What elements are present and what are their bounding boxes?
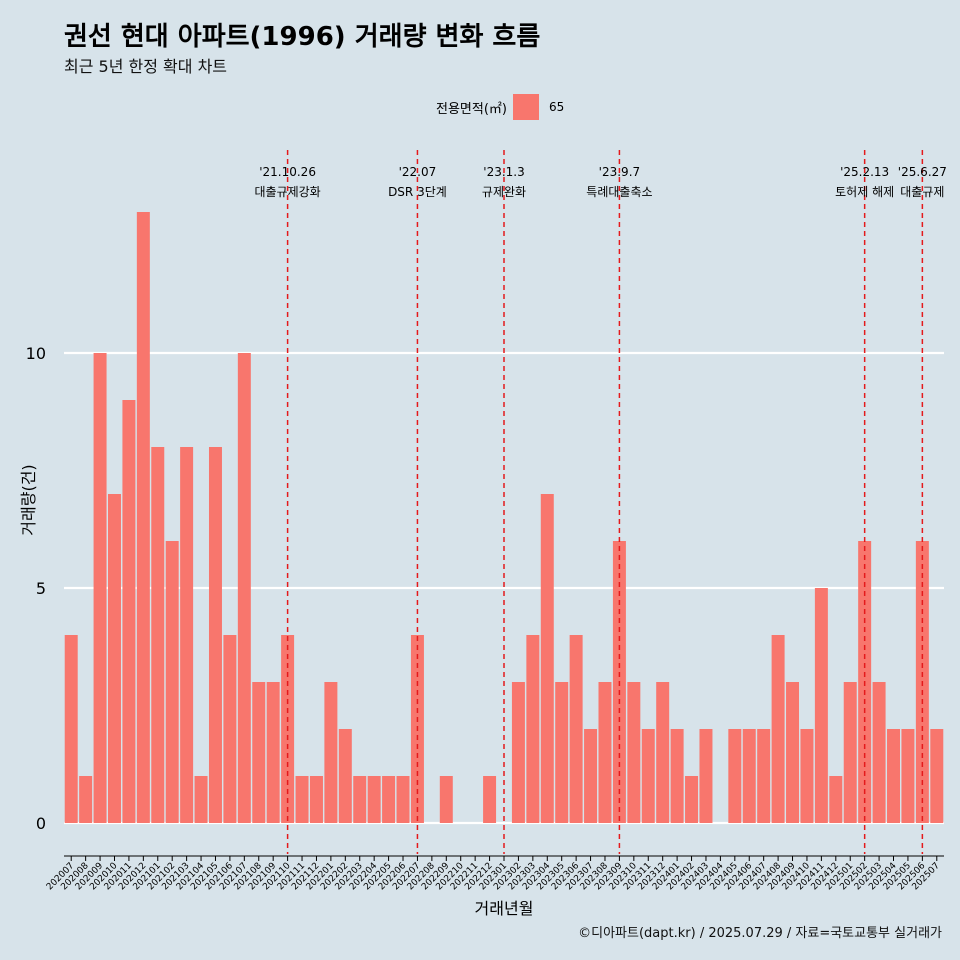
chart-caption: ©디아파트(dapt.kr) / 2025.07.29 / 자료=국토교통부 실…	[578, 926, 942, 941]
bar	[237, 353, 251, 823]
event-label: 특례대출축소	[586, 185, 652, 199]
chart-subtitle: 최근 5년 한정 확대 차트	[64, 57, 228, 76]
bar	[483, 776, 497, 823]
bar	[108, 494, 121, 823]
bar	[180, 447, 194, 823]
y-tick-label: 10	[26, 344, 46, 363]
chart-title: 권선 현대 아파트(1996) 거래량 변화 흐름	[64, 22, 541, 52]
bar	[728, 729, 742, 823]
y-axis-title: 거래량(건)	[19, 464, 38, 535]
bar	[569, 635, 583, 823]
bar	[670, 729, 684, 823]
bar	[511, 682, 525, 823]
bar	[757, 729, 771, 823]
bar	[656, 682, 670, 823]
bar	[771, 635, 785, 823]
bar	[598, 682, 612, 823]
bar	[584, 729, 598, 823]
bar	[843, 682, 857, 823]
bar	[814, 588, 828, 823]
y-tick-label: 0	[36, 814, 46, 833]
event-date-label: '25.2.13	[840, 165, 889, 179]
legend-label: 65	[548, 100, 565, 114]
bar	[540, 494, 554, 823]
x-axis-title: 거래년월	[475, 899, 534, 918]
bars	[64, 212, 944, 823]
bar	[208, 447, 222, 823]
bar	[223, 635, 237, 823]
event-date-label: '23.9.7	[599, 165, 640, 179]
event-label: 대출규제	[900, 185, 944, 199]
bar	[295, 776, 309, 823]
event-date-label: '22.07	[399, 165, 437, 179]
bar	[901, 729, 915, 823]
bar	[338, 729, 352, 823]
bar	[353, 776, 367, 823]
bar	[151, 447, 165, 823]
event-label: 규제완화	[482, 185, 526, 199]
bar	[396, 776, 410, 823]
bar	[555, 682, 569, 823]
bar	[136, 212, 150, 823]
bar	[165, 541, 179, 823]
bar	[79, 776, 93, 823]
bar	[800, 729, 814, 823]
bar	[64, 635, 78, 823]
bar	[872, 682, 886, 823]
bar	[641, 729, 655, 823]
bar	[627, 682, 641, 823]
event-date-label: '21.10.26	[259, 165, 316, 179]
event-date-label: '25.6.27	[898, 165, 947, 179]
bar	[324, 682, 338, 823]
legend: 전용면적(㎡) 65	[436, 94, 564, 120]
bar	[309, 776, 323, 823]
bar	[252, 682, 266, 823]
event-label: 대출규제강화	[254, 185, 320, 199]
y-tick-label: 5	[36, 579, 46, 598]
event-date-label: '23.1.3	[483, 165, 524, 179]
bar	[367, 776, 381, 823]
bar	[829, 776, 843, 823]
bar	[122, 400, 136, 823]
bar	[685, 776, 699, 823]
event-label: 토허제 해제	[835, 185, 894, 199]
bar	[699, 729, 713, 823]
bar	[526, 635, 540, 823]
bar	[887, 729, 900, 823]
legend-title: 전용면적(㎡)	[436, 101, 507, 117]
bar	[382, 776, 396, 823]
bar	[266, 682, 280, 823]
bar	[194, 776, 208, 823]
bar	[93, 353, 107, 823]
bar	[786, 682, 800, 823]
legend-swatch	[512, 94, 539, 120]
bar	[742, 729, 756, 823]
bar	[439, 776, 453, 823]
bar	[930, 729, 944, 823]
event-markers: '21.10.26 대출규제강화 '22.07 DSR 3단계 '23.1.3 규제완화 '…	[254, 150, 947, 854]
event-label: DSR 3단계	[388, 185, 447, 199]
